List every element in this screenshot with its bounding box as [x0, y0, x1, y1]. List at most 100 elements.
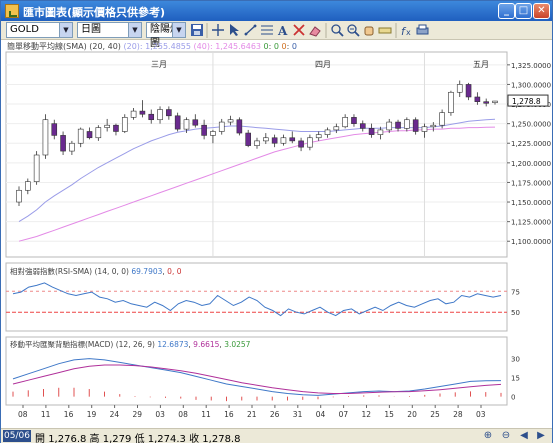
- ohlc-readout: 開 1,276.8 高 1,279 低 1,274.3 收 1,278.8: [35, 430, 240, 445]
- candle: [289, 131, 296, 144]
- pointer-icon[interactable]: [230, 24, 239, 36]
- candle: [483, 98, 489, 107]
- zoom-out-icon[interactable]: ⊖: [501, 430, 511, 441]
- candle-body: [157, 109, 163, 121]
- candle-body: [210, 131, 216, 136]
- candle-body: [51, 123, 58, 136]
- rsi-panel: [5, 262, 508, 332]
- macd-legend: 移動平均匯聚背馳指標(MACD) (12, 26, 9) 12.6873, 9.…: [10, 339, 251, 349]
- candle: [404, 117, 410, 132]
- title-bar[interactable]: 匯市圖表(顯示價格只供參考) _ □ ✕: [1, 1, 552, 21]
- minimize-button[interactable]: _: [498, 3, 515, 19]
- date-badge: 05/06: [3, 430, 31, 442]
- x-tick-label: 03: [476, 410, 486, 419]
- candle-body: [474, 96, 481, 102]
- zoom-in-icon[interactable]: [331, 24, 344, 37]
- chevron-down-icon[interactable]: ▼: [59, 23, 72, 37]
- zoom-in-icon[interactable]: ⊕: [483, 430, 493, 441]
- ruler-icon[interactable]: [378, 27, 392, 34]
- candle: [227, 115, 234, 126]
- candle: [395, 119, 401, 132]
- sma-label: 簡單移動平均線(SMA) (20, 40): [7, 42, 121, 51]
- candle-body: [386, 121, 393, 131]
- candle-body: [33, 154, 40, 182]
- candle: [218, 118, 225, 135]
- candle: [174, 112, 181, 132]
- rsi-tick-label: 50: [511, 309, 520, 317]
- trendline-icon[interactable]: [244, 24, 257, 36]
- zoom-out-icon[interactable]: [347, 24, 360, 37]
- period-select[interactable]: 日圖 ▼: [77, 22, 142, 38]
- sma20-value: 1,255.4855: [145, 42, 191, 51]
- candle-body: [192, 119, 199, 126]
- sma20-line: [18, 118, 496, 223]
- chart-canvas[interactable]: 1,325.0000 1,300.0000 1,275.0000 1,250.0000…: [1, 1, 553, 428]
- close-button[interactable]: ✕: [533, 3, 550, 19]
- candle-body: [42, 119, 49, 156]
- candle: [324, 127, 331, 138]
- price-tick-label: 1,175.0000: [511, 179, 551, 187]
- macd-tick-label: 0: [511, 394, 515, 402]
- price-tick-label: 1,225.0000: [511, 140, 551, 148]
- candle-body: [130, 110, 137, 118]
- price-panel: [5, 51, 508, 258]
- period-value: 日圖: [81, 24, 101, 35]
- macd-line: [12, 358, 502, 396]
- chevron-down-icon[interactable]: ▼: [172, 23, 185, 37]
- x-tick-label: 16: [64, 410, 74, 419]
- candle: [16, 186, 22, 206]
- macd-tick-label: 15: [511, 375, 520, 383]
- candle-body: [359, 123, 366, 129]
- candle-body: [245, 132, 251, 146]
- x-tick-label: 25: [430, 410, 440, 419]
- chevron-down-icon[interactable]: ▼: [128, 23, 141, 37]
- eraser-icon[interactable]: [309, 26, 321, 37]
- candle: [465, 82, 472, 101]
- sma-extra-1: 0: [263, 42, 269, 51]
- chart-type-select[interactable]: 陰陽燭圖 ▼: [146, 22, 186, 49]
- price-tick-label: 1,200.0000: [511, 160, 551, 168]
- candle-body: [263, 137, 269, 142]
- candle: [263, 133, 269, 145]
- save-icon[interactable]: [191, 24, 203, 36]
- x-tick-label: 21: [247, 410, 257, 419]
- open-label: 開: [35, 434, 45, 445]
- price-tick-label: 1,275.0000: [511, 101, 551, 109]
- close-value: 1,278.8: [202, 434, 241, 445]
- scroll-left-icon[interactable]: ◀: [520, 430, 528, 441]
- candle: [210, 129, 216, 144]
- price-tick-label: 1,325.0000: [511, 62, 551, 70]
- scroll-right-icon[interactable]: ▶: [537, 430, 545, 441]
- x-tick-label: 03: [155, 410, 165, 419]
- candle-body: [342, 117, 348, 128]
- print-icon[interactable]: [416, 24, 429, 35]
- delete-drawing-icon[interactable]: [293, 24, 305, 36]
- candle: [148, 109, 155, 124]
- candle: [474, 92, 481, 105]
- candle: [25, 178, 31, 195]
- maximize-button[interactable]: □: [515, 3, 532, 19]
- x-tick-label: 12: [362, 410, 372, 419]
- candle: [113, 123, 119, 136]
- candle: [271, 134, 278, 148]
- hand-icon[interactable]: [364, 26, 374, 36]
- candle-body: [201, 124, 207, 136]
- candle: [69, 140, 75, 155]
- symbol-select[interactable]: GOLD ▼: [6, 22, 73, 38]
- window-title: 匯市圖表(顯示價格只供參考): [23, 6, 166, 19]
- candle: [192, 114, 199, 128]
- text-tool-icon[interactable]: A: [277, 24, 288, 38]
- candle-body: [227, 119, 234, 123]
- candle-body: [16, 189, 22, 203]
- x-tick-label: 11: [201, 410, 211, 419]
- candle: [254, 137, 260, 149]
- candle-body: [333, 126, 340, 131]
- crosshair-icon[interactable]: [212, 24, 224, 36]
- candle-body: [421, 126, 428, 132]
- x-tick-label: 26: [270, 410, 280, 419]
- candle-body: [280, 137, 287, 144]
- x-tick-label: 16: [224, 410, 234, 419]
- fibonacci-icon[interactable]: [261, 25, 273, 35]
